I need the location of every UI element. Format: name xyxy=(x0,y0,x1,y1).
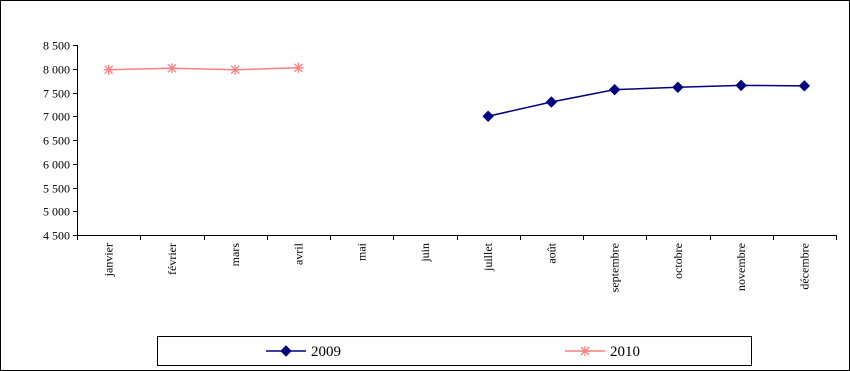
legend-marker xyxy=(280,345,292,357)
y-axis: 4 500 5 000 5 500 6 000 6 500 7 000 7 500 8 000… xyxy=(43,39,78,243)
y-tick-label: 5 000 xyxy=(43,205,70,219)
data-point-2010 xyxy=(103,64,114,75)
y-tick-label: 6 000 xyxy=(43,158,70,172)
x-tick-label: décembre xyxy=(797,243,811,290)
data-point-2009 xyxy=(482,110,494,122)
x-tick-label: janvier xyxy=(102,243,116,277)
x-tick-label: mai xyxy=(355,242,369,261)
data-point-2009 xyxy=(735,79,747,92)
legend-label: 2009 xyxy=(311,344,341,360)
y-tick-label: 4 500 xyxy=(43,229,70,243)
x-tick-label: juin xyxy=(418,243,432,263)
series-2009 xyxy=(482,79,811,122)
series-line-2010 xyxy=(108,67,299,71)
data-point-2010 xyxy=(230,64,241,75)
x-tick-label: février xyxy=(165,243,179,275)
legend-marker xyxy=(580,346,590,356)
x-tick-label: août xyxy=(544,242,558,263)
data-point-2009 xyxy=(545,96,558,108)
data-point-2010 xyxy=(293,62,304,73)
data-point-2010 xyxy=(166,63,177,74)
series-layer xyxy=(103,62,811,122)
data-point-2009 xyxy=(798,80,811,92)
y-tick-label: 8 500 xyxy=(43,39,70,53)
y-tick-label: 7 000 xyxy=(43,110,70,124)
legend-item-2009: 2009 xyxy=(266,344,341,360)
x-axis: janvier février mars avril mai juin juillet aoû… xyxy=(77,235,837,292)
x-tick-label: novembre xyxy=(734,243,748,291)
x-tick-label: juillet xyxy=(481,242,495,272)
data-point-2009 xyxy=(608,83,621,96)
legend-item-2010: 2010 xyxy=(565,344,640,360)
y-tick-label: 6 500 xyxy=(43,134,70,148)
data-point-2009 xyxy=(672,81,684,93)
series-2010 xyxy=(103,62,304,75)
x-tick-label: avril xyxy=(291,242,305,265)
x-tick-label: octobre xyxy=(671,243,685,279)
y-tick-label: 8 000 xyxy=(43,63,70,77)
legend-box xyxy=(157,336,752,366)
legend: 2009 2010 xyxy=(157,336,752,366)
series-line-2009 xyxy=(487,84,805,117)
x-tick-label: mars xyxy=(228,243,242,267)
legend-label: 2010 xyxy=(610,344,640,360)
x-tick-label: septembre xyxy=(608,243,622,292)
y-tick-label: 5 500 xyxy=(43,182,70,196)
y-tick-label: 7 500 xyxy=(43,87,70,101)
